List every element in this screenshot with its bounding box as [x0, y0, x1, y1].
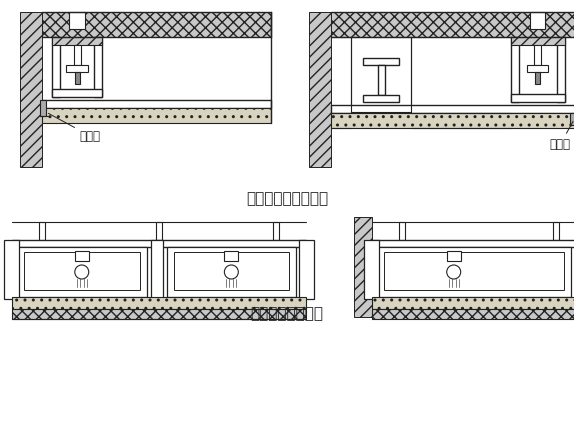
Bar: [173, 252, 289, 290]
Bar: [12, 309, 306, 319]
Bar: [351, 37, 411, 112]
Bar: [40, 100, 46, 116]
Bar: [510, 94, 566, 102]
Bar: [4, 240, 19, 299]
Bar: [378, 65, 385, 95]
Text: 木线条: 木线条: [550, 121, 573, 152]
Circle shape: [447, 265, 461, 279]
Bar: [331, 113, 576, 128]
Bar: [309, 12, 331, 167]
Bar: [377, 247, 571, 297]
Bar: [363, 58, 399, 65]
Bar: [447, 251, 461, 261]
Text: 铝角线: 铝角线: [48, 113, 101, 143]
Bar: [510, 37, 566, 45]
Circle shape: [75, 265, 89, 279]
Bar: [42, 108, 271, 123]
Bar: [331, 12, 576, 37]
Bar: [94, 37, 102, 97]
Circle shape: [225, 265, 238, 279]
Bar: [12, 240, 306, 247]
Bar: [166, 247, 296, 297]
Bar: [75, 72, 79, 84]
Bar: [225, 251, 238, 261]
Bar: [52, 37, 60, 97]
Bar: [554, 222, 559, 240]
Bar: [273, 222, 279, 240]
Bar: [529, 12, 545, 29]
Bar: [536, 72, 540, 84]
Bar: [354, 217, 372, 317]
Bar: [74, 45, 81, 65]
Bar: [17, 247, 146, 297]
Bar: [535, 45, 541, 65]
Bar: [570, 113, 576, 125]
Bar: [42, 12, 271, 37]
Bar: [75, 251, 89, 261]
Bar: [24, 252, 139, 290]
Bar: [574, 217, 576, 317]
Bar: [66, 65, 88, 72]
Bar: [150, 240, 162, 299]
Bar: [299, 240, 314, 299]
Bar: [399, 222, 405, 240]
Bar: [372, 309, 576, 319]
Text: 吊顶与灯盘的结合: 吊顶与灯盘的结合: [251, 306, 324, 321]
Bar: [42, 100, 271, 108]
Text: 吊顶与窗帘盒的结合: 吊顶与窗帘盒的结合: [246, 191, 328, 206]
Bar: [39, 222, 45, 240]
Bar: [510, 37, 518, 102]
Bar: [69, 12, 85, 29]
Bar: [526, 65, 548, 72]
Bar: [364, 240, 379, 299]
Bar: [52, 89, 102, 97]
Bar: [20, 12, 42, 167]
Bar: [12, 297, 306, 309]
Bar: [372, 240, 576, 247]
Bar: [372, 297, 576, 309]
Bar: [384, 252, 564, 290]
Bar: [331, 105, 576, 113]
Bar: [156, 222, 161, 240]
Bar: [52, 37, 102, 45]
Bar: [363, 95, 399, 102]
Bar: [558, 37, 566, 102]
